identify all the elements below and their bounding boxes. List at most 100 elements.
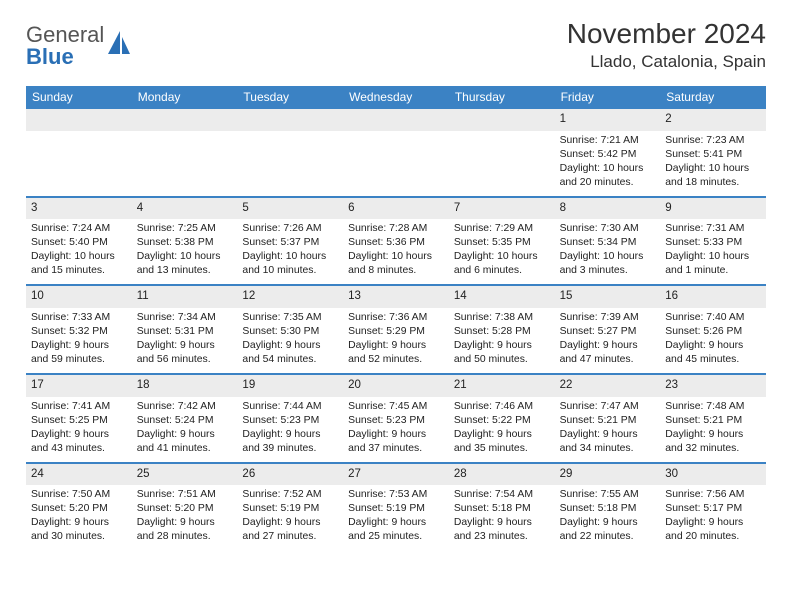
day-number: 26 (237, 464, 343, 486)
sunrise-text: Sunrise: 7:25 AM (137, 222, 233, 236)
day-number: 13 (343, 286, 449, 308)
daylight-text: Daylight: 9 hours and 23 minutes. (454, 516, 550, 544)
sunset-text: Sunset: 5:41 PM (665, 148, 761, 162)
day-cell: 16Sunrise: 7:40 AMSunset: 5:26 PMDayligh… (660, 286, 766, 373)
sunrise-text: Sunrise: 7:34 AM (137, 311, 233, 325)
day-cell: 23Sunrise: 7:48 AMSunset: 5:21 PMDayligh… (660, 375, 766, 462)
daylight-text: Daylight: 9 hours and 34 minutes. (560, 428, 656, 456)
brand-line2: Blue (26, 44, 74, 69)
day-number (449, 109, 555, 131)
empty-day-cell (343, 109, 449, 196)
weekday-header: Sunday (26, 86, 132, 109)
sunrise-text: Sunrise: 7:45 AM (348, 400, 444, 414)
day-cell: 3Sunrise: 7:24 AMSunset: 5:40 PMDaylight… (26, 198, 132, 285)
daylight-text: Daylight: 9 hours and 54 minutes. (242, 339, 338, 367)
weekday-header: Saturday (660, 86, 766, 109)
sunset-text: Sunset: 5:28 PM (454, 325, 550, 339)
day-number: 1 (555, 109, 661, 131)
sunset-text: Sunset: 5:31 PM (137, 325, 233, 339)
day-number (237, 109, 343, 131)
sunrise-text: Sunrise: 7:51 AM (137, 488, 233, 502)
sunset-text: Sunset: 5:23 PM (348, 414, 444, 428)
sunrise-text: Sunrise: 7:46 AM (454, 400, 550, 414)
day-cell: 12Sunrise: 7:35 AMSunset: 5:30 PMDayligh… (237, 286, 343, 373)
sunset-text: Sunset: 5:38 PM (137, 236, 233, 250)
sunrise-text: Sunrise: 7:30 AM (560, 222, 656, 236)
sunrise-text: Sunrise: 7:24 AM (31, 222, 127, 236)
day-number: 16 (660, 286, 766, 308)
title-block: November 2024 Llado, Catalonia, Spain (567, 18, 766, 72)
day-number: 8 (555, 198, 661, 220)
sunrise-text: Sunrise: 7:21 AM (560, 134, 656, 148)
day-number: 2 (660, 109, 766, 131)
day-number: 17 (26, 375, 132, 397)
sunset-text: Sunset: 5:37 PM (242, 236, 338, 250)
sunrise-text: Sunrise: 7:28 AM (348, 222, 444, 236)
sunrise-text: Sunrise: 7:54 AM (454, 488, 550, 502)
day-cell: 26Sunrise: 7:52 AMSunset: 5:19 PMDayligh… (237, 464, 343, 551)
daylight-text: Daylight: 9 hours and 32 minutes. (665, 428, 761, 456)
sunrise-text: Sunrise: 7:47 AM (560, 400, 656, 414)
sunset-text: Sunset: 5:23 PM (242, 414, 338, 428)
day-number: 30 (660, 464, 766, 486)
daylight-text: Daylight: 10 hours and 15 minutes. (31, 250, 127, 278)
daylight-text: Daylight: 9 hours and 25 minutes. (348, 516, 444, 544)
week-row: 1Sunrise: 7:21 AMSunset: 5:42 PMDaylight… (26, 109, 766, 198)
day-number: 27 (343, 464, 449, 486)
weekday-header: Tuesday (237, 86, 343, 109)
header: General Blue November 2024 Llado, Catalo… (26, 18, 766, 72)
day-cell: 19Sunrise: 7:44 AMSunset: 5:23 PMDayligh… (237, 375, 343, 462)
day-number: 20 (343, 375, 449, 397)
day-number (132, 109, 238, 131)
empty-day-cell (237, 109, 343, 196)
sunset-text: Sunset: 5:32 PM (31, 325, 127, 339)
day-cell: 9Sunrise: 7:31 AMSunset: 5:33 PMDaylight… (660, 198, 766, 285)
sunset-text: Sunset: 5:21 PM (665, 414, 761, 428)
brand-line1: General (26, 24, 104, 46)
sunrise-text: Sunrise: 7:39 AM (560, 311, 656, 325)
day-cell: 18Sunrise: 7:42 AMSunset: 5:24 PMDayligh… (132, 375, 238, 462)
sunrise-text: Sunrise: 7:42 AM (137, 400, 233, 414)
daylight-text: Daylight: 9 hours and 56 minutes. (137, 339, 233, 367)
calendar-page: General Blue November 2024 Llado, Catalo… (0, 0, 792, 567)
day-number: 11 (132, 286, 238, 308)
day-cell: 11 Sunrise: 7:34 AMSunset: 5:31 PMDayligh… (132, 286, 238, 373)
day-number: 7 (449, 198, 555, 220)
sail-icon (106, 29, 132, 64)
daylight-text: Daylight: 10 hours and 1 minute. (665, 250, 761, 278)
day-number: 29 (555, 464, 661, 486)
day-cell: 5Sunrise: 7:26 AMSunset: 5:37 PMDaylight… (237, 198, 343, 285)
weekday-header: Friday (555, 86, 661, 109)
sunrise-text: Sunrise: 7:38 AM (454, 311, 550, 325)
sunset-text: Sunset: 5:30 PM (242, 325, 338, 339)
sunrise-text: Sunrise: 7:26 AM (242, 222, 338, 236)
sunrise-text: Sunrise: 7:55 AM (560, 488, 656, 502)
sunrise-text: Sunrise: 7:40 AM (665, 311, 761, 325)
sunrise-text: Sunrise: 7:44 AM (242, 400, 338, 414)
sunrise-text: Sunrise: 7:41 AM (31, 400, 127, 414)
sunset-text: Sunset: 5:29 PM (348, 325, 444, 339)
sunrise-text: Sunrise: 7:56 AM (665, 488, 761, 502)
day-cell: 7Sunrise: 7:29 AMSunset: 5:35 PMDaylight… (449, 198, 555, 285)
location-text: Llado, Catalonia, Spain (567, 52, 766, 72)
sunrise-text: Sunrise: 7:33 AM (31, 311, 127, 325)
day-cell: 25Sunrise: 7:51 AMSunset: 5:20 PMDayligh… (132, 464, 238, 551)
daylight-text: Daylight: 10 hours and 10 minutes. (242, 250, 338, 278)
day-cell: 27Sunrise: 7:53 AMSunset: 5:19 PMDayligh… (343, 464, 449, 551)
empty-day-cell (449, 109, 555, 196)
daylight-text: Daylight: 10 hours and 3 minutes. (560, 250, 656, 278)
daylight-text: Daylight: 10 hours and 8 minutes. (348, 250, 444, 278)
daylight-text: Daylight: 9 hours and 52 minutes. (348, 339, 444, 367)
day-cell: 13Sunrise: 7:36 AMSunset: 5:29 PMDayligh… (343, 286, 449, 373)
day-cell: 22Sunrise: 7:47 AMSunset: 5:21 PMDayligh… (555, 375, 661, 462)
empty-day-cell (26, 109, 132, 196)
day-number: 6 (343, 198, 449, 220)
sunset-text: Sunset: 5:27 PM (560, 325, 656, 339)
daylight-text: Daylight: 9 hours and 28 minutes. (137, 516, 233, 544)
day-number: 28 (449, 464, 555, 486)
daylight-text: Daylight: 9 hours and 37 minutes. (348, 428, 444, 456)
day-number: 3 (26, 198, 132, 220)
day-cell: 28Sunrise: 7:54 AMSunset: 5:18 PMDayligh… (449, 464, 555, 551)
sunrise-text: Sunrise: 7:29 AM (454, 222, 550, 236)
sunset-text: Sunset: 5:20 PM (31, 502, 127, 516)
